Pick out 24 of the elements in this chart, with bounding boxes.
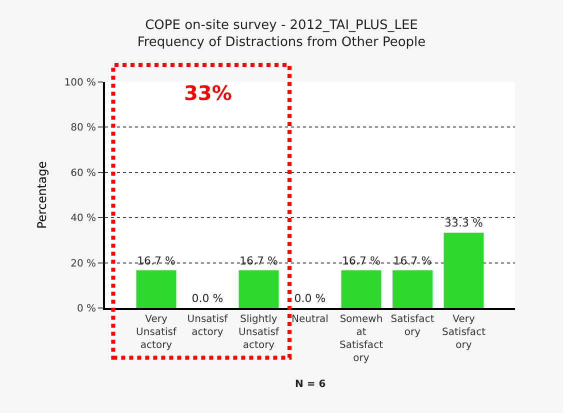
x-tick-label: Neutral <box>292 314 328 325</box>
y-axis-title: Percentage <box>35 161 50 229</box>
data-label: 33.3 % <box>444 216 483 230</box>
y-tick-label: 80 % <box>70 122 96 134</box>
data-label: 16.7 % <box>240 254 278 268</box>
data-label: 0.0 % <box>192 292 224 305</box>
y-tick-label: 20 % <box>70 258 96 270</box>
x-tick-label: Very Unsatisf actory <box>136 314 177 351</box>
data-label: 16.7 % <box>137 254 176 268</box>
y-tick-label: 40 % <box>70 213 96 224</box>
data-label: 16.7 % <box>393 254 432 268</box>
y-tick-label: 100 % <box>64 78 96 88</box>
data-label: 0.0 % <box>294 292 326 305</box>
annotation: 33% <box>184 81 232 105</box>
chart-title: COPE on-site survey - 2012_TAI_PLUS_LEE Frequency of Distractions from Other People <box>137 18 426 50</box>
x-tick-label: Somewh at Satisfact ory <box>340 314 384 364</box>
x-tick-label: Unsatisf actory <box>187 314 228 338</box>
text: N = 6 <box>295 379 326 390</box>
y-tick-label: 60 % <box>70 168 96 179</box>
data-label: 16.7 % <box>342 254 380 268</box>
y-tick-label: 0 % <box>76 304 96 314</box>
x-tick-label: Satisfact ory <box>390 314 434 338</box>
x-tick-label: Very Satisfact ory <box>442 314 486 351</box>
x-tick-label: Slightly Unsatisf actory <box>238 314 280 351</box>
